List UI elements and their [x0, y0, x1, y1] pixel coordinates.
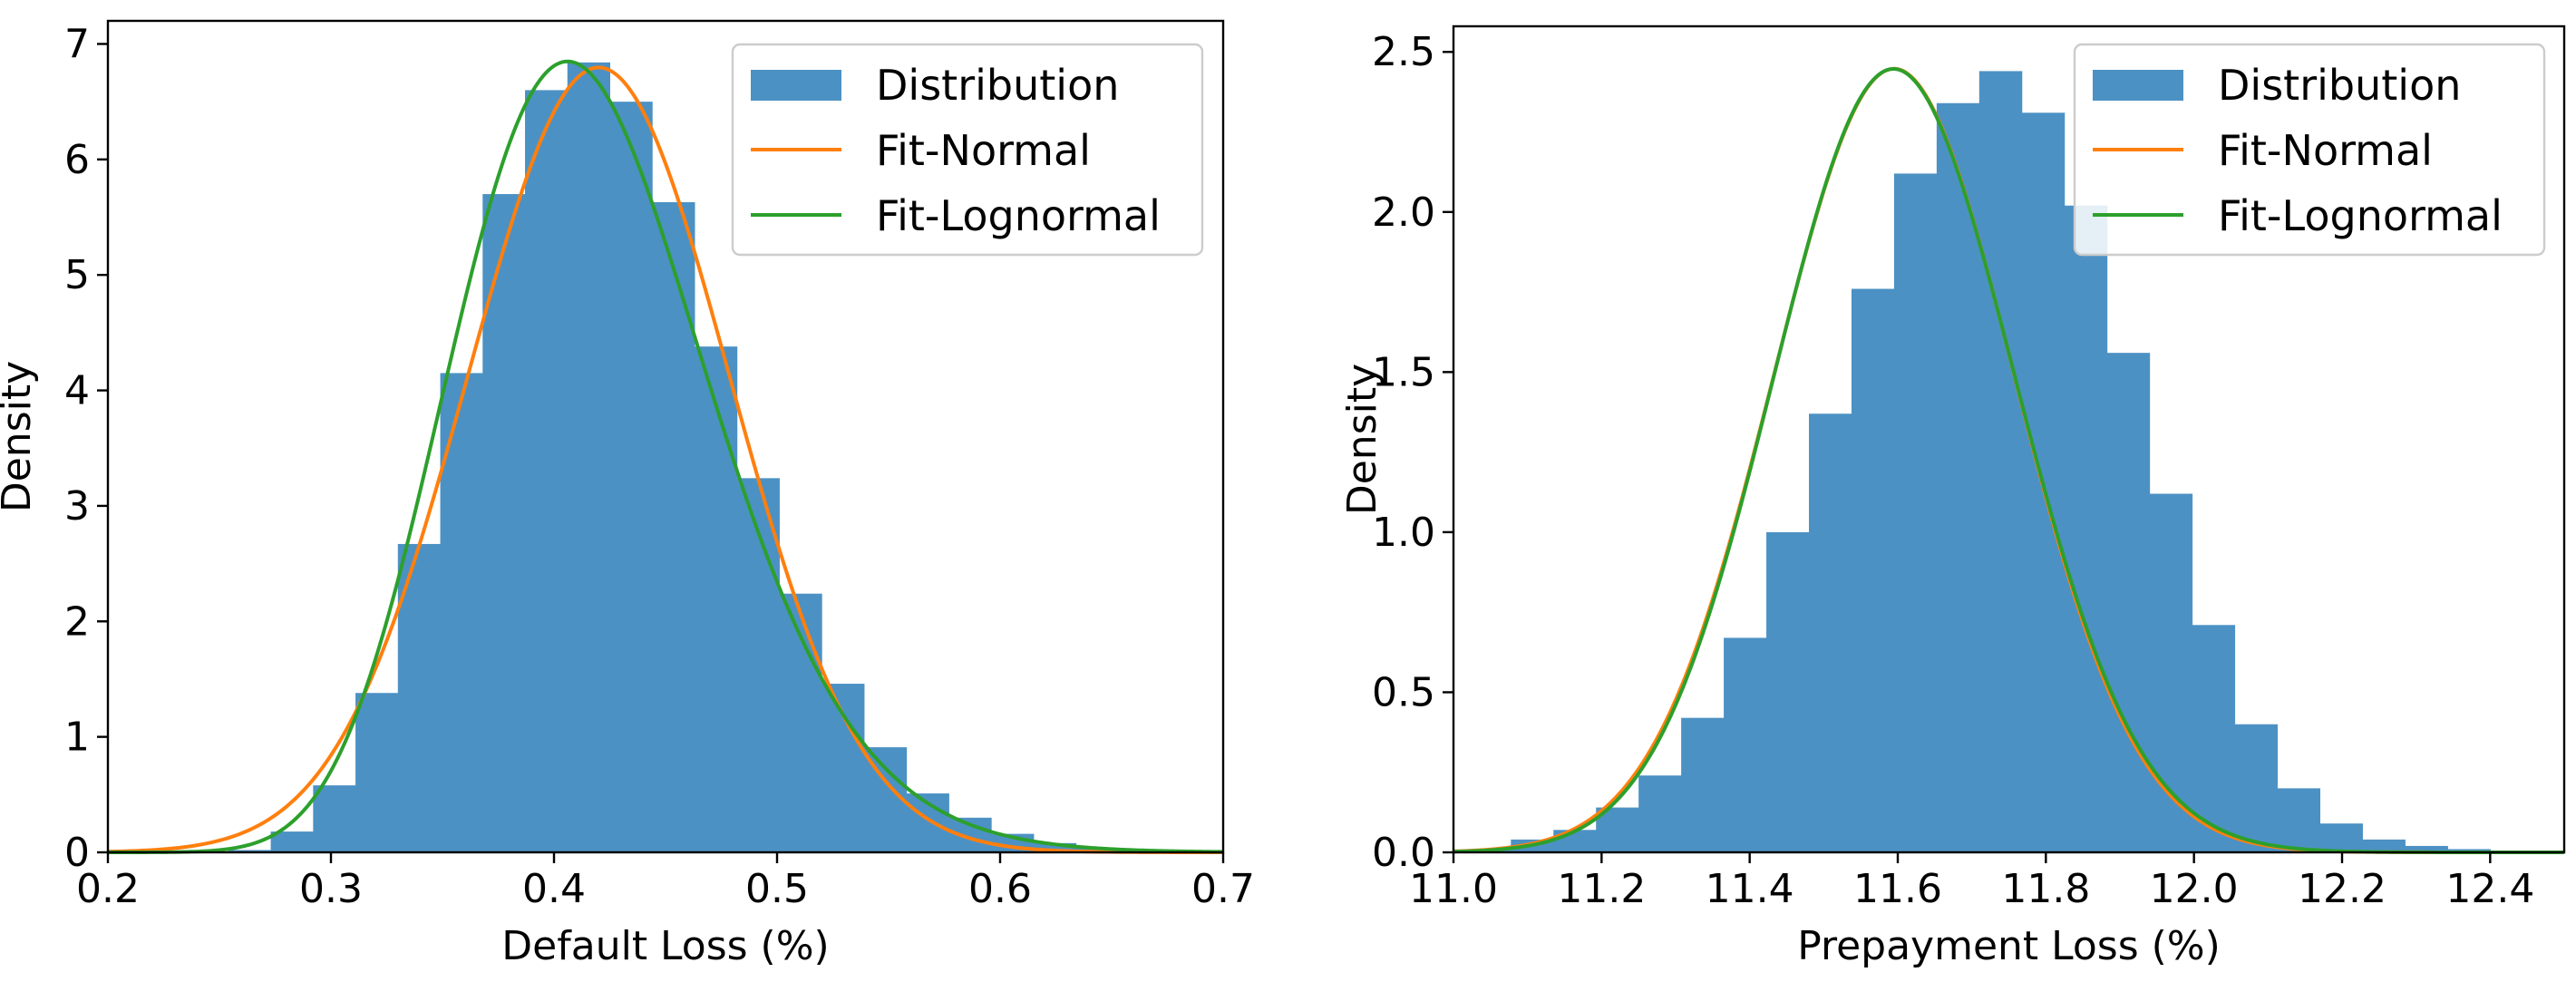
default-loss-chart: 0.2 0.3 0.4 0.5 0.6 0.7 0 1 2 3 4 5 6 7 Default Loss…	[0, 19, 1255, 969]
prepayment-loss-chart: 11.0 11.2 11.4 11.6 11.8 12.0 12.2 12.4 0.0 0.5 1…	[1339, 24, 2566, 969]
histogram-bar	[313, 785, 356, 852]
y-tick-label: 6	[64, 137, 90, 183]
legend-label-fit-normal: Fit-Normal	[876, 126, 1091, 175]
x-tick-label: 0.3	[299, 866, 363, 912]
histogram-bar	[1893, 173, 1938, 852]
legend-label-fit-lognormal: Fit-Lognormal	[876, 191, 1161, 240]
y-tick-label: 7	[64, 21, 90, 67]
histogram-bar	[2362, 839, 2406, 852]
histogram-bar	[1638, 775, 1682, 852]
plot-frame	[106, 19, 1225, 854]
x-axis-label: Default Loss (%)	[501, 923, 829, 969]
histogram-bar	[1553, 830, 1597, 852]
histogram-bar	[1724, 637, 1767, 852]
x-tick-label: 0.4	[522, 866, 586, 912]
legend: Distribution Fit-Normal Fit-Lognormal	[2073, 43, 2546, 257]
y-axis-ticks: 0.0 0.5 1.0 1.5 2.0 2.5	[1372, 29, 1453, 876]
histogram-bar	[2192, 625, 2236, 852]
histogram-bar	[2319, 823, 2363, 852]
legend-label-distribution: Distribution	[876, 61, 1119, 110]
histogram-bar	[821, 684, 865, 852]
x-axis-label: Prepayment Loss (%)	[1797, 923, 2221, 969]
y-tick-label: 1.0	[1372, 510, 1435, 556]
x-tick-label: 11.8	[2001, 866, 2090, 912]
y-tick-label: 2	[64, 598, 90, 645]
y-axis-label: Density	[0, 361, 40, 512]
y-tick-label: 2.5	[1372, 29, 1435, 75]
legend: Distribution Fit-Normal Fit-Lognormal	[731, 43, 1204, 257]
y-tick-label: 2.0	[1372, 190, 1435, 236]
x-tick-label: 0.5	[745, 866, 809, 912]
y-tick-label: 0	[64, 830, 90, 876]
histogram-bars	[1468, 71, 2491, 853]
histogram-bar	[1936, 102, 1980, 852]
histogram-bar	[2277, 788, 2320, 852]
x-tick-label: 0.2	[76, 866, 140, 912]
y-tick-label: 1.5	[1372, 349, 1435, 395]
histogram-bar	[694, 346, 738, 852]
histogram-bar	[652, 201, 695, 853]
fit-lognormal-line	[108, 59, 1224, 854]
histogram-bar	[2106, 353, 2151, 852]
x-tick-label: 11.6	[1853, 866, 1942, 912]
histogram-bar	[567, 62, 610, 853]
legend-frame	[731, 43, 1204, 257]
legend-swatch-distribution	[751, 70, 841, 101]
histogram-bar	[270, 831, 314, 852]
y-axis-ticks: 0 1 2 3 4 5 6 7	[64, 21, 108, 876]
histogram-bar	[525, 90, 569, 852]
x-tick-label: 0.7	[1191, 866, 1255, 912]
x-tick-label: 12.4	[2445, 866, 2534, 912]
x-tick-label: 12.0	[2150, 866, 2239, 912]
x-tick-label: 11.4	[1706, 866, 1794, 912]
histogram-bar	[440, 373, 483, 852]
x-axis-ticks: 0.2 0.3 0.4 0.5 0.6 0.7	[76, 852, 1255, 912]
histogram-bar	[482, 194, 526, 852]
y-tick-label: 0.5	[1372, 669, 1435, 715]
histogram-bar	[2064, 205, 2108, 852]
histogram-bar	[736, 478, 780, 852]
x-tick-label: 0.6	[968, 866, 1032, 912]
histogram-bar	[609, 102, 653, 853]
y-tick-label: 4	[64, 368, 90, 414]
histogram-bar	[1033, 842, 1077, 852]
histogram-bar	[397, 543, 442, 852]
histogram-bar	[1851, 288, 1895, 853]
histogram-bar	[1978, 71, 2023, 853]
legend-label-fit-normal: Fit-Normal	[2218, 126, 2433, 175]
fit-curves	[107, 59, 1224, 854]
histogram-bar	[228, 850, 272, 852]
histogram-bar	[779, 593, 822, 852]
histogram-bar	[2234, 724, 2279, 852]
x-axis-ticks: 11.0 11.2 11.4 11.6 11.8 12.0 12.2 12.4	[1409, 852, 2534, 912]
y-tick-label: 0.0	[1372, 830, 1435, 876]
fit-normal-line	[107, 65, 1223, 854]
legend-label-fit-lognormal: Fit-Lognormal	[2218, 191, 2503, 240]
histogram-bar	[1809, 413, 1852, 852]
y-tick-label: 5	[64, 252, 90, 298]
histogram-bar	[2405, 845, 2448, 852]
x-tick-label: 11.0	[1409, 866, 1498, 912]
legend-label-distribution: Distribution	[2218, 61, 2461, 110]
legend-swatch-distribution	[2093, 70, 2183, 101]
y-tick-label: 3	[64, 483, 90, 530]
legend-frame	[2073, 43, 2546, 257]
x-tick-label: 11.2	[1557, 866, 1646, 912]
y-tick-label: 1	[64, 715, 90, 761]
y-axis-label: Density	[1339, 364, 1385, 515]
histogram-bar	[1766, 531, 1810, 852]
histogram-bar	[355, 693, 399, 852]
plot-frame	[1452, 24, 2566, 854]
x-tick-label: 12.2	[2298, 866, 2386, 912]
histogram-bar	[1681, 717, 1725, 852]
